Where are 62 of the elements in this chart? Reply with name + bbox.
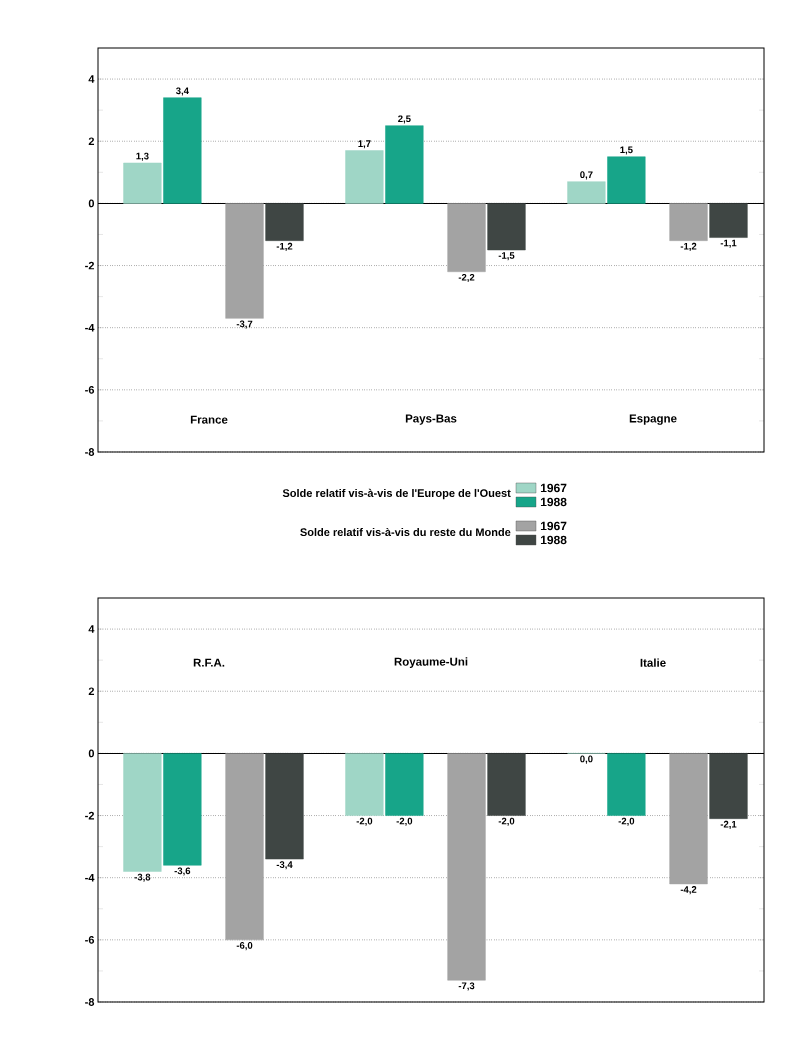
y-tick-label: 4 (88, 75, 95, 83)
data-label: -2,1 (720, 820, 737, 829)
data-label: -6,0 (236, 942, 253, 951)
data-label: -2,0 (618, 817, 635, 826)
data-label: -2,2 (458, 273, 475, 283)
data-label: -3,4 (276, 861, 293, 870)
data-label: -2,0 (498, 817, 515, 826)
bar (607, 156, 646, 204)
data-label: -1,2 (680, 242, 697, 251)
bar (265, 203, 304, 241)
legend-label: 1988 (540, 535, 567, 545)
legend-label: 1988 (540, 497, 567, 507)
x-tick-label: France (190, 415, 228, 424)
y-tick-label: 2 (88, 687, 95, 696)
y-tick-label: -4 (85, 323, 95, 332)
data-label: -1,5 (498, 252, 515, 261)
data-label: -4,2 (680, 886, 697, 895)
bar (163, 97, 202, 204)
x-tick-label: Espagne (629, 414, 677, 425)
y-tick-label: -6 (85, 385, 95, 394)
data-label: 1,7 (358, 140, 371, 149)
y-tick-label: -2 (85, 811, 95, 820)
data-label: 3,4 (175, 87, 189, 96)
bar (225, 203, 264, 319)
y-tick-label: -8 (85, 448, 95, 456)
data-label: -3,8 (134, 873, 151, 882)
y-tick-label: 0 (88, 749, 95, 758)
bar (345, 150, 384, 204)
data-label: 0,7 (580, 171, 593, 180)
y-tick-label: 0 (88, 199, 95, 208)
bar (487, 203, 526, 251)
legend-label: 1967 (540, 483, 567, 493)
y-tick-label: 4 (88, 625, 95, 633)
y-tick-label: -2 (85, 261, 95, 270)
data-label: -7,3 (458, 982, 475, 991)
bar (123, 162, 162, 204)
data-label: 1,5 (620, 146, 633, 155)
y-tick-label: 2 (88, 137, 95, 146)
y-tick-label: -6 (85, 935, 95, 944)
bar (385, 125, 424, 204)
y-tick-label: -8 (85, 998, 95, 1006)
data-label: -2,0 (356, 817, 373, 826)
data-label: -3,6 (174, 867, 191, 876)
data-label: 0,0 (580, 755, 593, 764)
data-label: 1,3 (136, 152, 149, 161)
y-tick-label: -4 (85, 873, 95, 882)
data-label: -1,2 (276, 242, 293, 251)
x-tick-label: Italie (640, 658, 666, 667)
text: Solde relatif vis-à-vis de l'Europe de l'Ouest (282, 488, 511, 500)
bar (709, 203, 748, 238)
legend-label: 1967 (540, 521, 567, 531)
bar (567, 181, 606, 204)
data-label: -3,7 (236, 320, 253, 329)
data-label: -1,1 (720, 239, 737, 248)
x-tick-label: Pays-Bas (405, 414, 457, 425)
bar (669, 203, 708, 241)
x-tick-label: R.F.A. (193, 658, 225, 667)
x-tick-label: Royaume-Uni (394, 657, 468, 668)
data-label: -2,0 (396, 817, 413, 826)
text: Solde relatif vis-à-vis du reste du Monde (300, 527, 511, 537)
bar (447, 203, 486, 272)
data-label: 2,5 (398, 115, 411, 124)
